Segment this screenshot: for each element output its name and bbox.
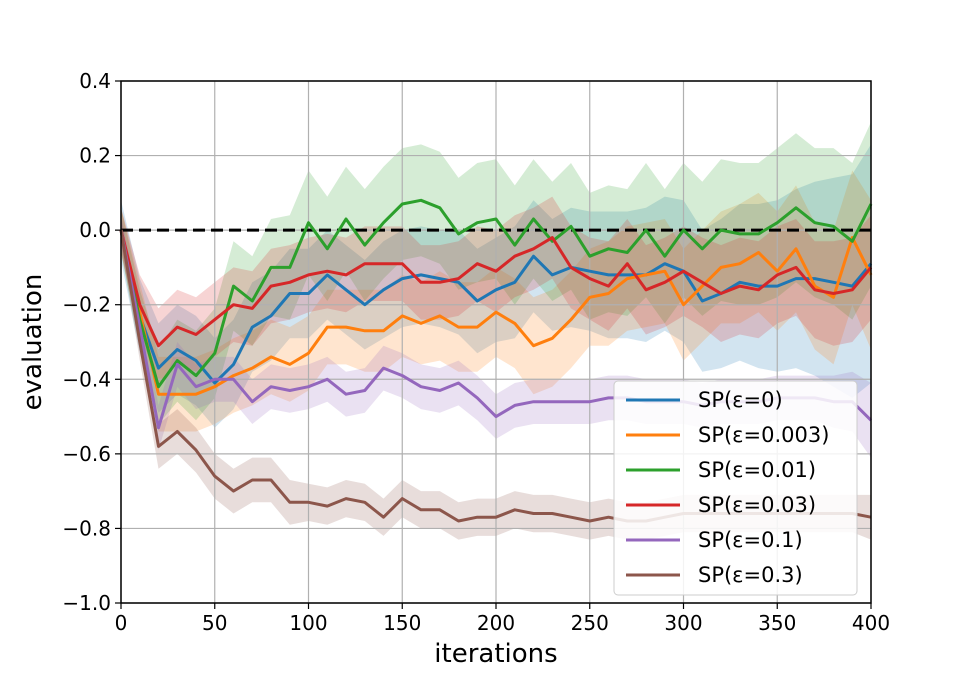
series-line-2 <box>119 198 873 389</box>
y-tick-label: −0.2 <box>62 293 111 317</box>
legend-label-2: SP(ε=0.01) <box>698 458 816 482</box>
x-axis-ticks: 0 50 100 150 200 250 300 350 400 <box>115 603 890 635</box>
legend-label-3: SP(ε=0.03) <box>698 493 816 517</box>
x-tick-label: 100 <box>289 611 327 635</box>
y-tick-label: −0.6 <box>62 442 111 466</box>
y-tick-label: 0.0 <box>79 218 111 242</box>
legend-label-1: SP(ε=0.003) <box>698 423 829 447</box>
y-tick-label: −1.0 <box>62 591 111 615</box>
x-tick-label: 300 <box>664 611 702 635</box>
x-tick-label: 250 <box>571 611 609 635</box>
y-tick-label: −0.8 <box>62 516 111 540</box>
x-axis-label: iterations <box>434 639 557 669</box>
x-tick-label: 400 <box>852 611 890 635</box>
x-tick-label: 150 <box>383 611 421 635</box>
legend-label-5: SP(ε=0.3) <box>698 563 803 587</box>
legend-label-4: SP(ε=0.1) <box>698 528 803 552</box>
x-tick-label: 200 <box>477 611 515 635</box>
y-tick-label: −0.4 <box>62 367 111 391</box>
legend: SP(ε=0) SP(ε=0.003) SP(ε=0.01) SP(ε=0.03) SP… <box>613 380 858 596</box>
y-tick-label: 0.2 <box>79 144 111 168</box>
series-line-3 <box>119 229 873 348</box>
legend-label-0: SP(ε=0) <box>698 388 783 412</box>
y-axis-label: evaluation <box>18 274 48 411</box>
y-axis-ticks: −1.0 −0.8 −0.6 −0.4 −0.2 0.0 0.2 0.4 <box>62 69 121 615</box>
x-tick-label: 50 <box>202 611 227 635</box>
y-tick-label: 0.4 <box>79 69 111 93</box>
series-line-1 <box>119 229 873 396</box>
x-tick-label: 0 <box>115 611 128 635</box>
x-tick-label: 350 <box>758 611 796 635</box>
series-line-0 <box>119 229 873 385</box>
